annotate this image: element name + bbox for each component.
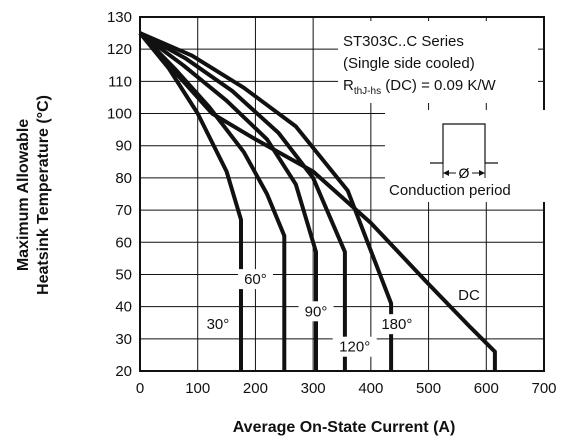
y-tick-label: 100 — [107, 106, 132, 123]
annotation-thermal-resistance: RthJ-hs (DC) = 0.09 K/W — [343, 77, 497, 97]
x-tick-label: 0 — [136, 380, 144, 397]
x-tick-label: 700 — [531, 380, 556, 397]
annotation-series-name: ST303C..C Series — [343, 33, 464, 50]
x-tick-label: 400 — [358, 380, 383, 397]
series-label: DC — [458, 287, 480, 304]
series-label-bg — [298, 301, 334, 322]
series-labels: 30° 60° 90° 120° 180° DC — [200, 269, 482, 357]
y-tick-label: 20 — [115, 363, 132, 380]
curve-DC — [138, 31, 497, 371]
series-label: 90° — [305, 303, 328, 320]
series-label-bg — [200, 314, 236, 335]
x-tick-labels: 0 100 200 300 400 500 600 700 — [136, 380, 557, 397]
x-axis-title: Average On-State Current (A) — [233, 419, 456, 436]
series-label: 120° — [339, 339, 370, 356]
x-tick-label: 200 — [243, 380, 268, 397]
curve-180° — [139, 31, 394, 371]
y-tick-label: 130 — [107, 9, 132, 26]
series-label-bg — [237, 269, 273, 290]
curve-60° — [138, 31, 287, 371]
x-tick-label: 500 — [416, 380, 441, 397]
series-label-bg — [374, 314, 419, 335]
y-axis-title-line2: Heatsink Temperature (°C) — [35, 95, 52, 295]
pulse-waveform-icon — [430, 123, 498, 164]
y-tick-label: 60 — [115, 234, 132, 251]
annotation-cooling: (Single side cooled) — [343, 55, 475, 72]
series-curves — [138, 31, 497, 371]
series-label-bg — [455, 285, 482, 306]
annotation-box: ST303C..C Series (Single side cooled) Rt… — [338, 21, 538, 103]
y-tick-label: 110 — [108, 73, 132, 90]
x-tick-label: 600 — [474, 380, 499, 397]
annotation-r-subscript: thJ-hs — [354, 86, 381, 97]
x-tick-label: 100 — [185, 380, 210, 397]
x-tick-label: 300 — [301, 380, 326, 397]
y-tick-label: 120 — [107, 41, 132, 58]
y-tick-label: 50 — [115, 266, 132, 283]
y-tick-label: 70 — [115, 202, 132, 219]
y-tick-label: 80 — [115, 170, 132, 187]
annotation-r-main: R — [343, 77, 354, 94]
conduction-period-diagram: Ø Conduction period — [385, 110, 545, 202]
series-label: 60° — [244, 271, 267, 288]
series-label: 180° — [381, 316, 412, 333]
curve-90° — [138, 31, 318, 371]
series-label-bg — [332, 336, 377, 357]
diagram-caption: Conduction period — [389, 182, 511, 199]
annotation-r-rest: (DC) = 0.09 K/W — [381, 77, 496, 94]
y-tick-label: 40 — [115, 299, 132, 316]
curve-120° — [139, 31, 347, 371]
y-tick-label: 90 — [115, 138, 132, 155]
y-axis-title-line1: Maximum Allowable — [15, 119, 32, 271]
y-tick-label: 30 — [115, 331, 132, 348]
series-label: 30° — [207, 316, 230, 333]
diagram-phi-symbol: Ø — [459, 165, 470, 181]
y-tick-labels: 20 30 40 50 60 70 80 90 100 110 120 130 — [107, 9, 132, 380]
